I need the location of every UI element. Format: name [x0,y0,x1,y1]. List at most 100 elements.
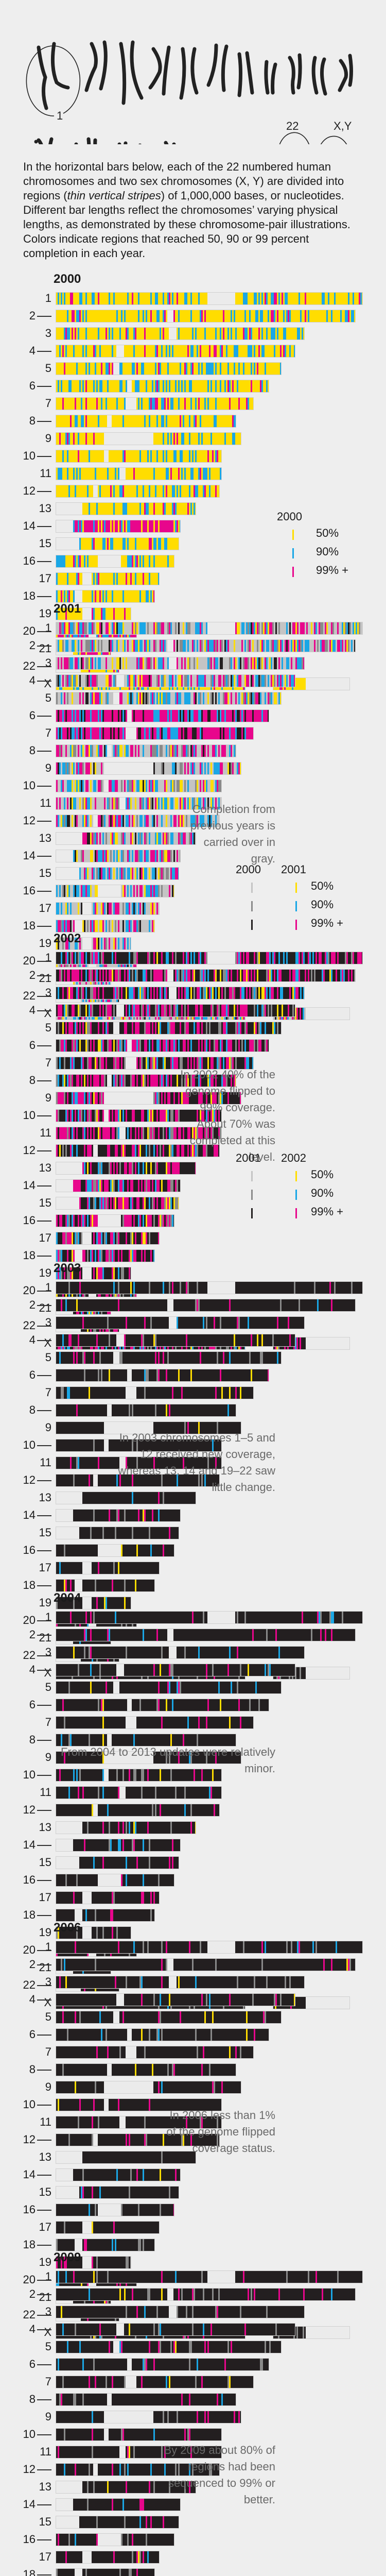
chromosome-label-text: 13 [39,502,51,515]
chromosome-label: 14 [0,2497,51,2512]
chromosome-row: 10 [0,778,386,796]
chromosome-label: 9 [0,431,51,446]
chromosome-label-text: 17 [39,1231,51,1244]
chromosome-row: 17 [0,2220,386,2238]
chromosome-bar [56,2376,254,2388]
chromosome-row: 9 [0,2080,386,2097]
chromosome-label-text: 7 [45,1056,51,1069]
tick-mark [37,1080,51,1081]
chromosome-bar [56,1664,295,1676]
chromosome-label: 12 [0,814,51,828]
chromosome-row: 16 [0,2532,386,2550]
legend-swatch-current [295,1208,297,1218]
legend-swatch-current [295,901,297,911]
chromosome-row: 1 [0,1280,386,1298]
tick-mark [37,1999,51,2001]
chromosome-label: 15 [0,2515,51,2529]
chromosome-label: 5 [0,2010,51,2024]
chromosome-label-text: 10 [23,1438,36,1451]
chromosome-label: 7 [0,1056,51,1070]
chromosome-label-text: 15 [39,2515,51,2528]
chromosome-label-text: 5 [45,1351,51,1364]
chromosome-label: 4 [0,1333,51,1347]
chromosome-label: 9 [0,2080,51,2094]
chromosome-label: 11 [0,2115,51,2129]
chromosome-row: 2 [0,1298,386,1315]
chromosome-bar [56,467,222,480]
chromosome-label-text: 4 [29,1004,36,1016]
chromosome-row: 2 [0,638,386,656]
chromosome-label: 13 [0,501,51,516]
chromosome-label-text: 6 [29,2028,36,2041]
chromosome-bar [56,1874,174,1887]
tick-mark [37,1221,51,1222]
chromosome-bar [56,2046,254,2059]
section-2000: 2000 1 2 3 4 5 6 7 8 9 10 11 12 13 14 15 16 17 18 19 20 21 22 X… [0,268,386,598]
chromosome-label-text: 1 [45,2270,51,2283]
chromosome-label: 14 [0,849,51,863]
chromosome-label: 5 [0,1350,51,1365]
chromosome-label: 2 [0,1957,51,1972]
chromosome-label: 2 [0,309,51,323]
chromosome-label-text: 3 [45,1646,51,1658]
chromosome-bar [56,2411,241,2424]
annotation-note: In 2003 chromosomes 1–5 and 12 received … [106,1430,275,1496]
chromosome-bar [56,2028,269,2041]
chromosome-label: 3 [0,1645,51,1659]
chromosome-bar [56,380,269,393]
chromosome-bar [56,1039,269,1052]
chromosome-rows: 12345678910111213141516171819202122XY [0,2269,386,2576]
chromosome-label-text: 14 [23,1509,36,1521]
year-heading: 2001 [54,602,81,616]
tick-mark [37,1705,51,1706]
chromosome-label: 12 [0,2462,51,2477]
chromosome-label: 16 [0,554,51,568]
legend-swatch-current [292,567,294,577]
chromosome-row: 3 [0,1315,386,1333]
chromosome-bar [56,2288,356,2301]
chromosome-row: 5 [0,1680,386,1698]
chromosome-row: 1 [0,951,386,968]
chromosome-label: 11 [0,796,51,810]
chromosome-label: 8 [0,743,51,758]
chromosome-label: 16 [0,1543,51,1557]
chromosome-row: 4 [0,1992,386,2010]
chromosome-label-text: 5 [45,1021,51,1034]
chromosome-label: 4 [0,673,51,688]
chromosome-label-text: 13 [39,1821,51,1834]
chromosome-label: 4 [0,1992,51,2007]
chromosome-label-text: 4 [29,674,36,687]
chromosome-label-text: 6 [29,709,36,722]
year-heading: 2006 [54,1921,81,1935]
chromosome-row: 11 [0,1785,386,1803]
chromosome-label-text: 1 [45,1940,51,1953]
chromosome-bar [56,1786,222,1799]
chromosome-bar [56,1232,160,1245]
chromosome-row: 5 [0,1350,386,1368]
chromosome-label: 15 [0,1196,51,1210]
section-2009: 200912345678910111213141516171819202122X… [0,2246,386,2576]
tick-mark [37,1410,51,1411]
chromosome-bar [56,1509,181,1522]
chromosome-label: 11 [0,2445,51,2459]
chromosome-bar [56,502,196,515]
chromosome-row: 6 [0,1368,386,1385]
chromosome-label: 16 [0,2202,51,2217]
chromosome-row: 6 [0,1698,386,1715]
chromosome-bar [56,2358,269,2371]
chromosome-label: 15 [0,866,51,880]
chromosome-label-text: 14 [23,1838,36,1851]
chromosome-label: 6 [0,708,51,723]
chromosome-label: 6 [0,1038,51,1053]
chromosome-label: 17 [0,1231,51,1245]
legend-level: 50% [311,879,334,893]
tick-mark [37,2140,51,2141]
chromosome-bar [56,2341,282,2353]
chromosome-label: 16 [0,1873,51,1887]
chromosome-row: 5 [0,1021,386,1038]
chromosome-label-text: 9 [45,432,51,445]
chromosome-label: 10 [0,2097,51,2112]
chromosome-bar [56,2081,241,2094]
chromosome-label: 8 [0,1403,51,1417]
chromosome-label: 10 [0,449,51,463]
